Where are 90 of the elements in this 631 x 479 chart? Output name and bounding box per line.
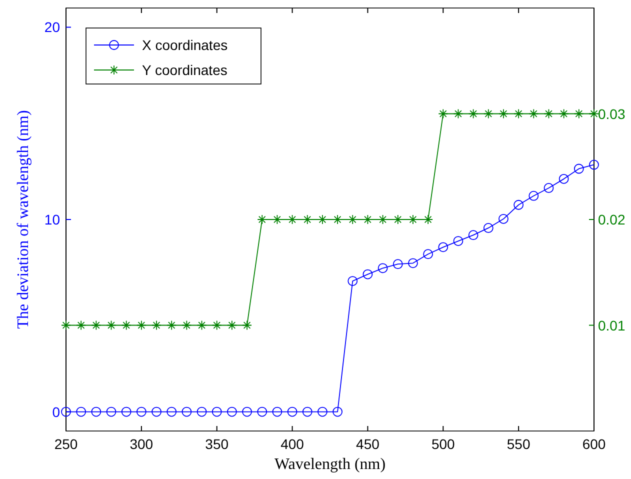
y-tick-label: 10 xyxy=(44,212,60,228)
point xyxy=(76,406,86,417)
point xyxy=(332,406,342,417)
x-axis-title: Wavelength (nm) xyxy=(274,456,386,473)
point xyxy=(226,406,237,417)
point xyxy=(302,406,312,417)
x-tick-label: 450 xyxy=(356,436,380,452)
point xyxy=(528,108,539,119)
point xyxy=(212,406,222,417)
x-tick-label: 600 xyxy=(582,436,606,452)
point xyxy=(453,236,464,246)
point xyxy=(166,320,177,330)
point xyxy=(589,108,599,119)
y-tick-label: 20 xyxy=(44,19,60,36)
point xyxy=(272,214,282,224)
point xyxy=(302,214,312,224)
y2-tick-label: 0.01 xyxy=(598,317,626,334)
point xyxy=(196,406,207,417)
point xyxy=(558,108,569,119)
point xyxy=(257,214,268,224)
x-tick-label: 550 xyxy=(506,436,530,452)
point xyxy=(106,320,116,330)
point xyxy=(91,406,102,417)
point xyxy=(408,214,418,224)
point xyxy=(196,320,207,330)
point xyxy=(257,406,268,417)
point xyxy=(348,276,358,286)
point xyxy=(498,214,508,224)
point xyxy=(423,214,434,224)
point xyxy=(106,406,116,417)
legend-label: Y coordinates xyxy=(142,62,228,78)
point xyxy=(332,214,342,224)
point xyxy=(76,320,86,330)
y-axis-title: The deviation of wavelength (nm) xyxy=(15,110,32,329)
point xyxy=(498,108,508,119)
point xyxy=(152,320,162,330)
point xyxy=(318,406,328,417)
point xyxy=(392,259,403,270)
point xyxy=(589,160,599,170)
point xyxy=(544,108,554,119)
point xyxy=(287,406,298,417)
point xyxy=(544,183,554,193)
point xyxy=(152,406,162,417)
point xyxy=(468,230,478,240)
point xyxy=(226,320,237,330)
point xyxy=(378,214,388,224)
point xyxy=(558,174,569,184)
point xyxy=(438,242,448,252)
x-tick-label: 250 xyxy=(54,436,78,452)
point xyxy=(136,320,146,330)
point xyxy=(91,320,102,330)
point xyxy=(362,269,373,280)
legend-label: X coordinates xyxy=(142,37,228,53)
point xyxy=(242,320,252,330)
point xyxy=(61,320,71,330)
point xyxy=(287,214,298,224)
point xyxy=(528,190,539,201)
point xyxy=(574,108,584,119)
point xyxy=(136,406,146,417)
point xyxy=(318,214,328,224)
point xyxy=(121,406,132,417)
point xyxy=(483,223,494,233)
x-tick-label: 350 xyxy=(205,436,229,452)
point xyxy=(408,258,418,268)
y-tick-label: 0 xyxy=(52,404,60,420)
point xyxy=(166,406,177,417)
point xyxy=(453,108,464,119)
point xyxy=(242,406,252,417)
point xyxy=(182,406,192,417)
point xyxy=(121,320,132,330)
x-tick-label: 500 xyxy=(431,436,456,452)
point xyxy=(574,164,584,174)
point xyxy=(423,249,434,260)
point xyxy=(514,200,524,210)
point xyxy=(362,214,373,224)
point xyxy=(182,320,192,330)
x-tick-label: 400 xyxy=(280,436,304,452)
point xyxy=(468,108,478,119)
point xyxy=(483,108,494,119)
point xyxy=(378,263,388,274)
y2-tick-label: 0.02 xyxy=(598,212,626,228)
point xyxy=(61,406,71,417)
point xyxy=(392,214,403,224)
point xyxy=(272,406,282,417)
point xyxy=(212,320,222,330)
y2-tick-label: 0.03 xyxy=(598,106,626,122)
point xyxy=(348,214,358,224)
point xyxy=(438,108,448,119)
x-tick-label: 300 xyxy=(130,436,154,452)
point xyxy=(514,108,524,119)
